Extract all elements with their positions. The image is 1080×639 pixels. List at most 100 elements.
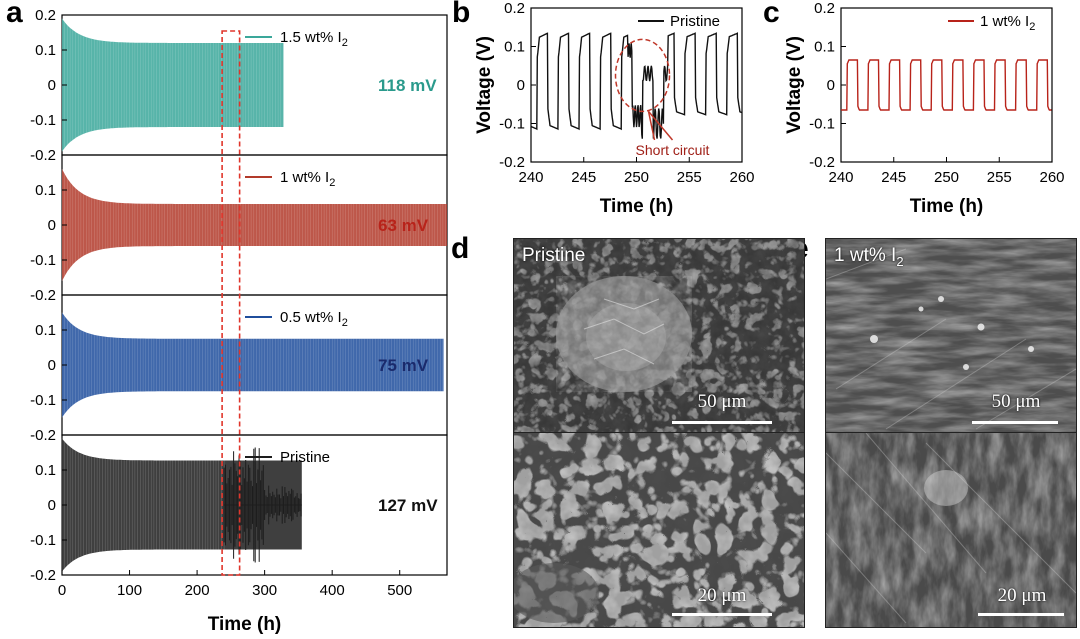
xtick-label-4: 400 — [320, 582, 345, 599]
sem-pristine-label: Pristine — [522, 245, 586, 266]
sem-pristine-bottom-image — [514, 433, 804, 627]
panel-b-xtick-label-2: 250 — [624, 169, 649, 186]
panel-c-ytick-label-1: -0.1 — [809, 116, 835, 133]
overpotential-label-2: 75 mV — [378, 356, 429, 375]
sem-pristine-bottom: 20 μm — [513, 432, 805, 628]
panel-c-ytick-label-3: 0.1 — [814, 39, 835, 56]
sem-pristine-top-image — [514, 239, 804, 433]
panel-b-ytick-label-3: 0.1 — [504, 39, 525, 56]
xtick-label-3: 300 — [252, 582, 277, 599]
panel-b-xtick-label-0: 240 — [518, 169, 543, 186]
legend-main-2: 0.5 wt% I — [280, 309, 342, 326]
xtick-label-0: 0 — [58, 582, 66, 599]
short-circuit-label: Short circuit — [636, 142, 710, 158]
panel-c-xtick-label-1: 245 — [881, 169, 906, 186]
x-axis-label: Time (h) — [208, 614, 282, 635]
ytick-label-0-2: 0 — [48, 77, 56, 94]
highlight-window — [221, 30, 241, 576]
panel-b-xtick-label-3: 255 — [677, 169, 702, 186]
panel-c-legend-sub: 2 — [1029, 21, 1035, 33]
legend-sub-2: 2 — [342, 317, 348, 329]
ytick-label-1-2: 0 — [48, 217, 56, 234]
ytick-label-2-2: 0 — [48, 357, 56, 374]
panel-b-ytick-label-1: -0.1 — [499, 116, 525, 133]
overpotential-label-0: 118 mV — [378, 76, 437, 95]
panel-letter-c: c — [763, 0, 780, 29]
short-circuit-circle — [614, 38, 671, 113]
ytick-label-3-1: -0.1 — [30, 532, 56, 549]
short-circuit-arrow-1 — [647, 110, 674, 141]
sem-iodine-top: 1 wt% I2 50 μm — [825, 238, 1077, 434]
scale-label-top-d: 50 μm — [697, 391, 747, 412]
ytick-label-0-3: 0.1 — [35, 42, 56, 59]
ytick-label-2-1: -0.1 — [30, 392, 56, 409]
panel-letter-a: a — [6, 0, 23, 29]
panel-c-y-axis-label: Voltage (V) — [784, 36, 805, 134]
panel-c-ytick-label-4: 0.2 — [814, 0, 835, 17]
scale-label-top-e: 50 μm — [991, 391, 1041, 412]
sem-pristine-top: Pristine 50 μm — [513, 238, 805, 434]
sem-iodine-bottom: 20 μm — [825, 432, 1077, 628]
voltage-band-2 — [62, 312, 444, 418]
panel-c-ytick-label-2: 0 — [827, 77, 835, 94]
overpotential-label-1: 63 mV — [378, 216, 429, 235]
scale-bar-bottom-d — [672, 613, 772, 616]
panel-c-xtick-label-2: 250 — [934, 169, 959, 186]
legend-main-1: 1 wt% I — [280, 169, 329, 186]
voltage-band-3 — [62, 438, 302, 572]
legend-main-3: Pristine — [280, 449, 330, 466]
xtick-label-5: 500 — [387, 582, 412, 599]
panel-b-legend-main: Pristine — [670, 13, 720, 30]
panel-c-chart: -0.2 -0.1 0 0.1 0.2 240 245 250 255 260 Time (h) Vo… — [784, 0, 1065, 217]
legend-label-0: 1.5 wt% I2 — [280, 29, 348, 49]
legend-sub-1: 2 — [329, 177, 335, 189]
panel-b-chart: -0.2 -0.1 0 0.1 0.2 240 245 250 255 260 Time (h) Vo… — [474, 0, 755, 217]
panel-c-xtick-label-4: 260 — [1039, 169, 1064, 186]
panel-c-ytick-label-0: -0.2 — [809, 154, 835, 171]
xtick-label-1: 100 — [117, 582, 142, 599]
scale-bar-top-d — [672, 421, 772, 424]
ytick-label-3-0: -0.2 — [30, 567, 56, 584]
legend-main-0: 1.5 wt% I — [280, 29, 342, 46]
panel-letter-b: b — [452, 0, 471, 29]
scale-label-bottom-e: 20 μm — [997, 585, 1047, 606]
panel-b-x-axis-label: Time (h) — [600, 196, 674, 217]
voltage-band-1 — [62, 169, 447, 281]
ytick-label-1-3: 0.1 — [35, 182, 56, 199]
panel-b-legend-label: Pristine — [670, 13, 720, 30]
sem-iodine-label: 1 wt% I2 — [834, 245, 904, 269]
ytick-label-2-3: 0.1 — [35, 322, 56, 339]
panel-letter-d: d — [451, 232, 470, 265]
panel-b-ytick-label-0: -0.2 — [499, 154, 525, 171]
panel-c-x-axis-label: Time (h) — [910, 196, 984, 217]
sem-iodine-top-image — [826, 239, 1076, 433]
ytick-label-3-2: 0 — [48, 497, 56, 514]
legend-sub-0: 2 — [342, 37, 348, 49]
short-circuit-arrow-2 — [647, 111, 656, 141]
sem-iodine-label-sub: 2 — [896, 253, 904, 269]
panel-b-xtick-label-1: 245 — [571, 169, 596, 186]
sem-iodine-label-main: 1 wt% I — [834, 245, 897, 266]
panel-b-ytick-label-4: 0.2 — [504, 0, 525, 17]
panel-c-xtick-label-0: 240 — [828, 169, 853, 186]
panel-b-frame — [530, 7, 743, 163]
ytick-label-1-1: -0.1 — [30, 252, 56, 269]
panel-b-ytick-label-2: 0 — [517, 77, 525, 94]
panel-c-xtick-label-3: 255 — [987, 169, 1012, 186]
ytick-label-0-4: 0.2 — [35, 7, 56, 24]
scale-bar-bottom-e — [978, 613, 1064, 616]
scale-label-bottom-d: 20 μm — [697, 585, 747, 606]
ytick-label-0-0: -0.2 — [30, 147, 56, 164]
legend-label-3: Pristine — [280, 449, 330, 466]
scale-bar-top-e — [972, 421, 1058, 424]
cycle-lines-3 — [61, 438, 225, 572]
panel-c-legend-main: 1 wt% I — [980, 13, 1029, 30]
overpotential-label-3: 127 mV — [378, 496, 438, 515]
panel-b-y-axis-label: Voltage (V) — [474, 36, 495, 134]
legend-label-2: 0.5 wt% I2 — [280, 309, 348, 329]
legend-label-1: 1 wt% I2 — [280, 169, 335, 189]
ytick-label-3-3: 0.1 — [35, 462, 56, 479]
sem-iodine-bottom-image — [826, 433, 1076, 627]
xtick-label-2: 200 — [185, 582, 210, 599]
panel-b-xtick-label-4: 260 — [729, 169, 754, 186]
